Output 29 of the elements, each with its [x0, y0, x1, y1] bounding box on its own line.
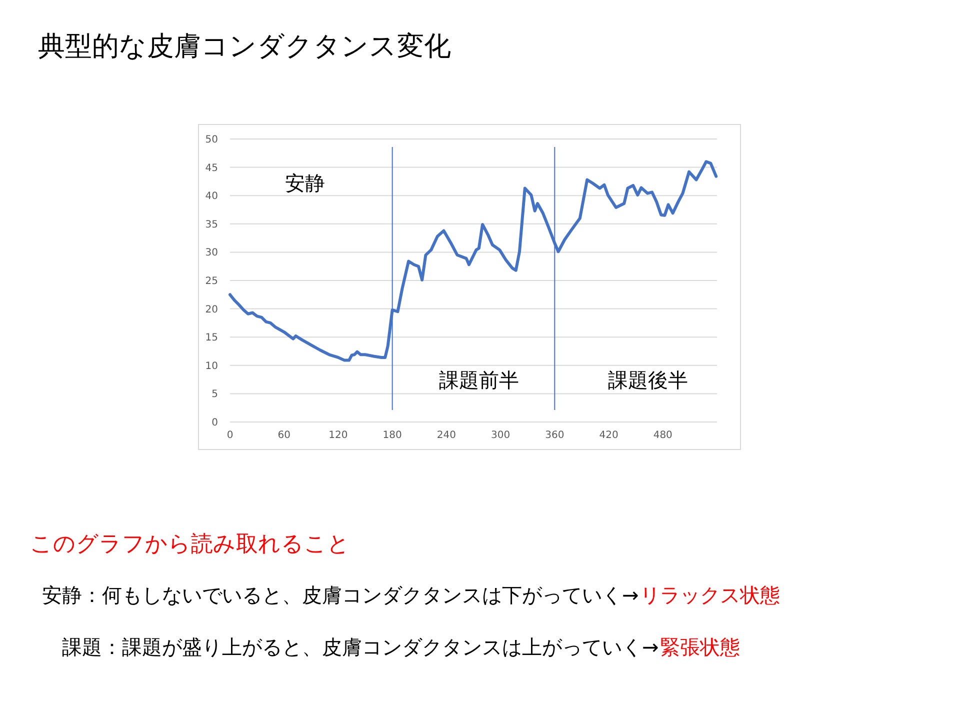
x-tick-label: 360 — [545, 430, 564, 441]
y-tick-label: 40 — [205, 191, 218, 202]
x-tick-label: 300 — [491, 430, 510, 441]
annotation: 課題前半 — [439, 368, 519, 392]
y-tick-label: 20 — [205, 304, 218, 316]
x-tick-label: 0 — [226, 430, 234, 441]
x-tick-label: 240 — [436, 430, 456, 441]
x-tick-label: 60 — [278, 430, 290, 441]
x-tick-label: 180 — [382, 430, 402, 441]
y-tick-label: 15 — [205, 332, 218, 344]
x-tick-label: 420 — [599, 430, 618, 441]
y-tick-label: 5 — [212, 389, 218, 400]
y-tick-label: 0 — [212, 418, 218, 428]
annotation: 安静 — [285, 171, 325, 195]
text: リラックス状態 — [640, 583, 780, 607]
text: 緊張状態 — [660, 635, 740, 659]
y-tick-label: 25 — [205, 276, 218, 287]
annotation: 課題後半 — [608, 368, 688, 392]
y-tick-label: 50 — [205, 134, 218, 146]
x-tick-label: 480 — [653, 430, 672, 441]
text: 安静：何もしないでいると、皮膚コンダクタンスは下がっていく→ — [42, 583, 639, 607]
chart-title: 典型的な皮膚コンダクタンス変化 — [38, 31, 451, 62]
y-tick-label: 35 — [205, 219, 218, 230]
text: このグラフから読み取れること — [30, 532, 350, 557]
x-tick-label: 120 — [328, 430, 348, 441]
y-tick-label: 45 — [205, 162, 218, 174]
y-tick-label: 30 — [205, 248, 218, 259]
text: 課題：課題が盛り上がると、皮膚コンダクタンスは上がっていく→ — [62, 635, 659, 659]
y-tick-label: 10 — [205, 360, 218, 372]
